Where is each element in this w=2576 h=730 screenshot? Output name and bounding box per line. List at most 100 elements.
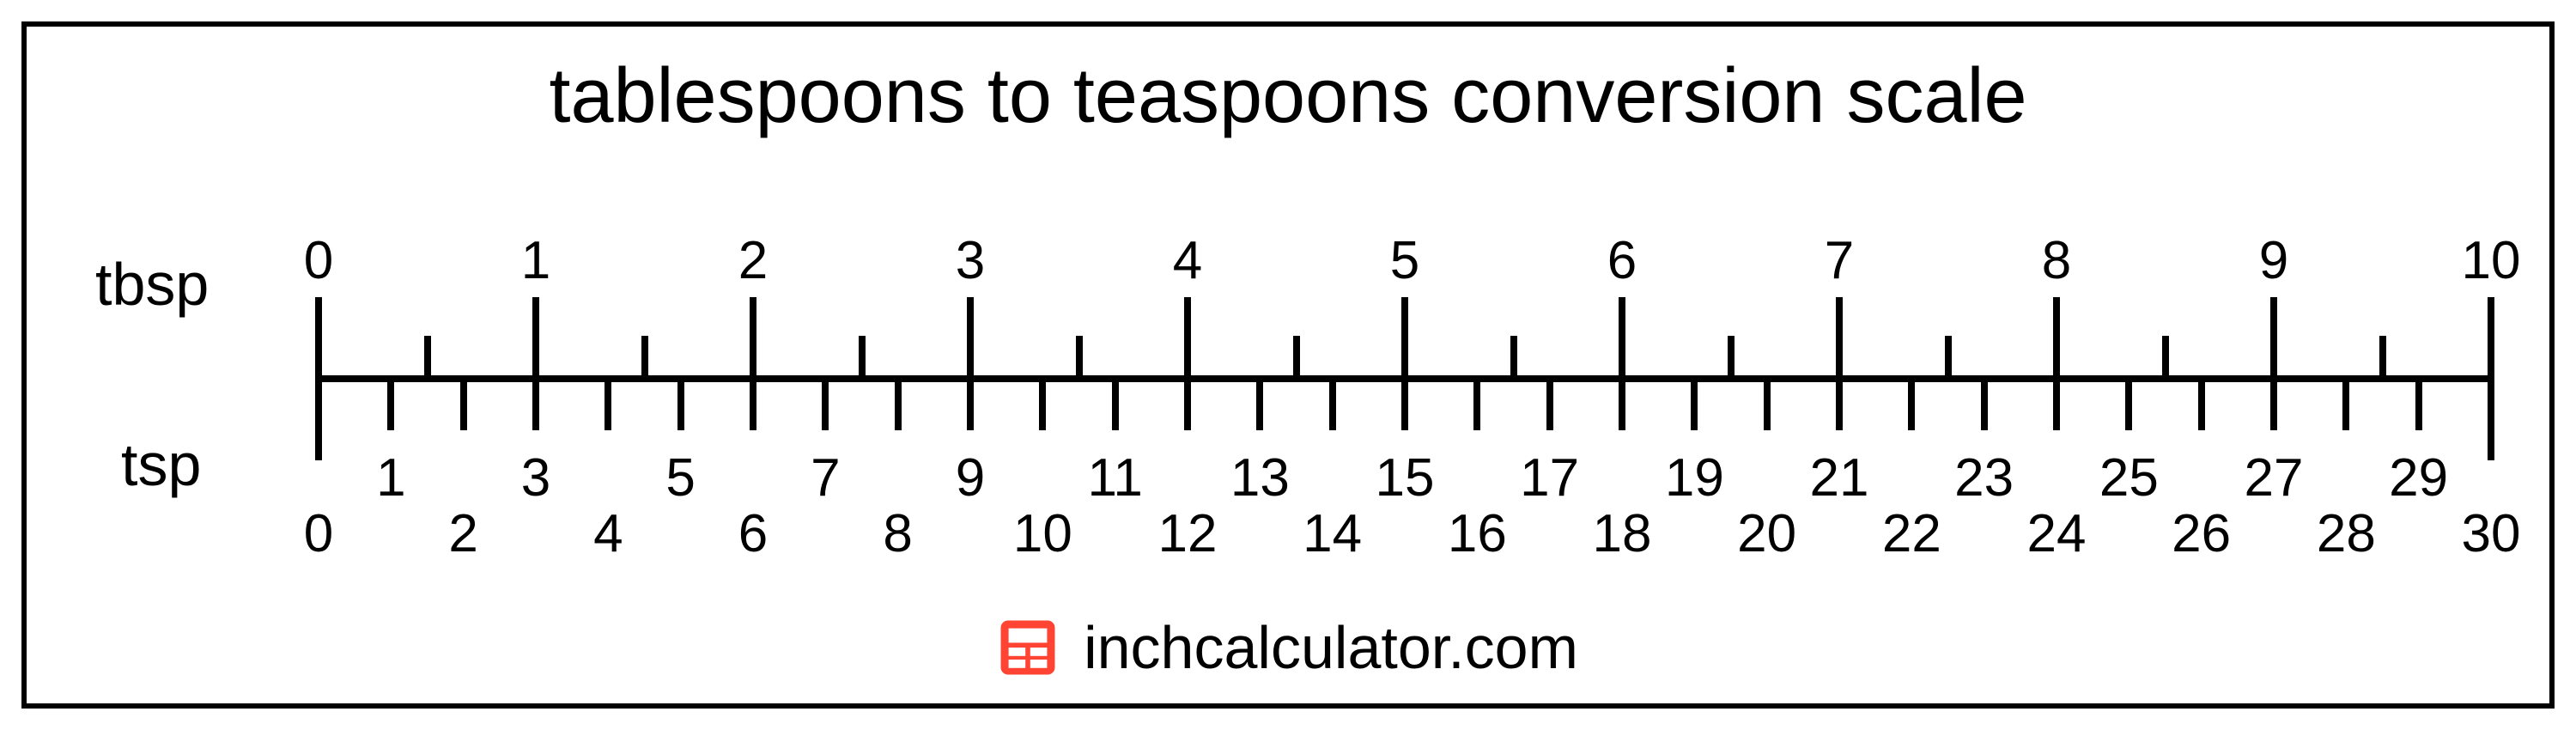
tbsp-tick bbox=[1293, 336, 1300, 382]
tsp-number: 2 bbox=[448, 503, 477, 564]
tbsp-number: 1 bbox=[521, 230, 550, 291]
tbsp-tick bbox=[1184, 297, 1191, 382]
tbsp-tick bbox=[532, 297, 539, 382]
tsp-tick bbox=[1619, 375, 1625, 430]
tbsp-unit-label: tbsp bbox=[95, 250, 209, 319]
tsp-number: 8 bbox=[883, 503, 912, 564]
tsp-tick bbox=[895, 375, 902, 430]
tsp-number: 29 bbox=[2389, 447, 2448, 508]
tsp-tick bbox=[2270, 375, 2277, 430]
tbsp-number: 6 bbox=[1607, 230, 1637, 291]
tsp-tick bbox=[822, 375, 829, 430]
tsp-number: 6 bbox=[738, 503, 768, 564]
tsp-number: 19 bbox=[1665, 447, 1724, 508]
tsp-tick bbox=[1184, 375, 1191, 430]
tsp-tick bbox=[315, 375, 322, 460]
tsp-tick bbox=[2488, 375, 2494, 460]
tbsp-tick bbox=[641, 336, 648, 382]
tsp-tick bbox=[1546, 375, 1553, 430]
tsp-tick bbox=[677, 375, 684, 430]
tsp-number: 7 bbox=[811, 447, 840, 508]
diagram-frame: tablespoons to teaspoons conversion scal… bbox=[21, 21, 2555, 709]
tsp-number: 22 bbox=[1882, 503, 1941, 564]
tsp-number: 3 bbox=[521, 447, 550, 508]
brand-footer: inchcalculator.com bbox=[27, 613, 2549, 682]
tsp-tick bbox=[2125, 375, 2132, 430]
tsp-number: 5 bbox=[665, 447, 695, 508]
tbsp-tick bbox=[2379, 336, 2386, 382]
tbsp-tick bbox=[1619, 297, 1625, 382]
tsp-unit-label: tsp bbox=[121, 430, 201, 499]
tsp-tick bbox=[1764, 375, 1771, 430]
tsp-number: 27 bbox=[2245, 447, 2304, 508]
tbsp-number: 2 bbox=[738, 230, 768, 291]
tbsp-number: 10 bbox=[2462, 230, 2521, 291]
tbsp-tick bbox=[2488, 297, 2494, 382]
tsp-tick bbox=[532, 375, 539, 430]
tsp-tick bbox=[1112, 375, 1119, 430]
tsp-number: 14 bbox=[1303, 503, 1362, 564]
tsp-tick bbox=[605, 375, 611, 430]
tsp-number: 9 bbox=[956, 447, 985, 508]
tsp-number: 1 bbox=[376, 447, 405, 508]
tbsp-number: 7 bbox=[1825, 230, 1854, 291]
tsp-tick bbox=[1256, 375, 1263, 430]
tsp-tick bbox=[1039, 375, 1046, 430]
tsp-number: 25 bbox=[2099, 447, 2159, 508]
tsp-tick bbox=[2415, 375, 2422, 430]
tbsp-tick bbox=[2053, 297, 2060, 382]
tbsp-number: 3 bbox=[956, 230, 985, 291]
tsp-tick bbox=[1836, 375, 1843, 430]
tbsp-number: 4 bbox=[1173, 230, 1202, 291]
tsp-number: 16 bbox=[1448, 503, 1507, 564]
tsp-tick bbox=[750, 375, 756, 430]
tsp-number: 0 bbox=[304, 503, 333, 564]
tsp-number: 24 bbox=[2027, 503, 2087, 564]
ruler-scale: 012345678910tbsp012345678910111213141516… bbox=[27, 27, 2549, 703]
tbsp-tick bbox=[967, 297, 974, 382]
tsp-tick bbox=[1908, 375, 1915, 430]
tsp-tick bbox=[1329, 375, 1336, 430]
tbsp-number: 8 bbox=[2042, 230, 2071, 291]
tsp-number: 11 bbox=[1087, 447, 1142, 508]
tbsp-tick bbox=[2270, 297, 2277, 382]
tbsp-tick bbox=[1945, 336, 1952, 382]
tsp-tick bbox=[2342, 375, 2349, 430]
calculator-icon bbox=[998, 617, 1058, 678]
tsp-tick bbox=[387, 375, 394, 430]
tbsp-tick bbox=[1836, 297, 1843, 382]
tbsp-tick bbox=[859, 336, 866, 382]
tbsp-tick bbox=[1510, 336, 1517, 382]
tsp-number: 30 bbox=[2462, 503, 2521, 564]
tsp-tick bbox=[1473, 375, 1480, 430]
tsp-tick bbox=[2053, 375, 2060, 430]
tbsp-tick bbox=[424, 336, 431, 382]
tbsp-tick bbox=[1076, 336, 1083, 382]
tbsp-number: 5 bbox=[1390, 230, 1419, 291]
tsp-tick bbox=[967, 375, 974, 430]
tbsp-tick bbox=[315, 297, 322, 382]
tbsp-tick bbox=[1728, 336, 1735, 382]
tsp-tick bbox=[1401, 375, 1408, 430]
tsp-tick bbox=[1691, 375, 1698, 430]
tbsp-number: 0 bbox=[304, 230, 333, 291]
tsp-number: 23 bbox=[1954, 447, 2014, 508]
tsp-number: 10 bbox=[1013, 503, 1072, 564]
tbsp-tick bbox=[2162, 336, 2169, 382]
tsp-tick bbox=[1981, 375, 1988, 430]
tsp-number: 12 bbox=[1158, 503, 1218, 564]
tsp-number: 26 bbox=[2172, 503, 2231, 564]
tbsp-tick bbox=[750, 297, 756, 382]
brand-text: inchcalculator.com bbox=[1084, 613, 1578, 682]
tsp-number: 4 bbox=[593, 503, 623, 564]
tsp-number: 21 bbox=[1810, 447, 1869, 508]
tsp-number: 13 bbox=[1230, 447, 1290, 508]
tsp-number: 28 bbox=[2317, 503, 2376, 564]
tsp-number: 17 bbox=[1520, 447, 1579, 508]
tbsp-tick bbox=[1401, 297, 1408, 382]
tsp-number: 18 bbox=[1593, 503, 1652, 564]
tsp-tick bbox=[2198, 375, 2205, 430]
tsp-tick bbox=[460, 375, 467, 430]
tsp-number: 20 bbox=[1737, 503, 1796, 564]
tsp-number: 15 bbox=[1376, 447, 1435, 508]
